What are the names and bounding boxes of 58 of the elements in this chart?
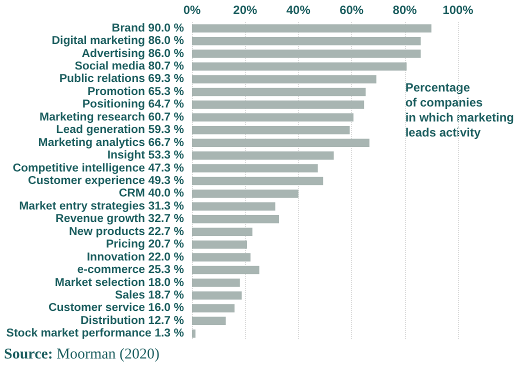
bar xyxy=(192,50,421,58)
bar xyxy=(192,126,350,134)
bar xyxy=(192,190,298,198)
y-tick-label: Competitive intelligence 47.3 % xyxy=(12,162,184,174)
y-tick-label: Positioning 64.7 % xyxy=(82,98,184,111)
bar xyxy=(192,151,334,160)
bar xyxy=(192,330,196,338)
bar xyxy=(192,228,252,236)
bar xyxy=(192,176,324,186)
bar xyxy=(192,138,370,147)
bar xyxy=(192,253,251,262)
bar xyxy=(192,202,276,211)
annotation: Percentage of companies in which marketing leads activity xyxy=(405,80,514,140)
x-tick-label: 20% xyxy=(233,3,258,17)
y-tick-label: Promotion 65.3 % xyxy=(88,86,184,98)
bar xyxy=(192,62,407,71)
bar xyxy=(192,278,240,287)
y-tick-label: Public relations 69.3 % xyxy=(59,73,184,86)
bar xyxy=(192,291,242,300)
y-tick-label: Customer service 16.0 % xyxy=(48,302,184,314)
y-tick-label: Revenue growth 32.7 % xyxy=(56,213,184,226)
y-tick-label: Stock market performance 1.3 % xyxy=(6,328,184,340)
bar xyxy=(192,24,432,32)
y-tick-label: e-commerce 25.3 % xyxy=(77,264,184,276)
bar xyxy=(192,240,248,249)
bar xyxy=(192,100,364,109)
y-tick-label: Sales 18.7 % xyxy=(114,289,184,302)
y-tick-label: Digital marketing 86.0 % xyxy=(52,35,184,48)
y-tick-label: Lead generation 59.3 % xyxy=(56,124,184,136)
bar xyxy=(192,316,226,326)
y-tick-label: New products 22.7 % xyxy=(68,226,184,238)
y-tick-label: Marketing research 60.7 % xyxy=(40,111,184,124)
x-tick-label: 60% xyxy=(340,3,364,17)
bar xyxy=(192,266,260,274)
bar xyxy=(192,304,235,312)
x-tick-label: 40% xyxy=(286,3,311,17)
y-tick-label: Customer experience 49.3 % xyxy=(28,175,184,187)
y-tick-label: Advertising 86.0 % xyxy=(82,48,184,60)
y-tick-label: Market entry strategies 31.3 % xyxy=(19,200,184,212)
x-tick-label: 80% xyxy=(392,3,418,17)
y-tick-label: Social media 80.7 % xyxy=(74,60,184,73)
y-tick-label: Distribution 12.7 % xyxy=(80,314,184,327)
bar xyxy=(192,113,354,122)
bar xyxy=(192,75,376,84)
bar xyxy=(192,36,421,46)
y-tick-label: Innovation 22.0 % xyxy=(86,251,184,264)
bar xyxy=(192,164,318,172)
y-tick-label: Brand 90.0 % xyxy=(112,22,184,34)
bar xyxy=(192,215,279,224)
y-tick-label: Marketing analytics 66.7 % xyxy=(38,136,184,149)
x-tick-label: 100% xyxy=(442,3,474,17)
y-tick-label: Market selection 18.0 % xyxy=(54,276,184,289)
y-tick-label: CRM 40.0 % xyxy=(118,188,184,200)
x-tick-label: 0% xyxy=(183,3,201,17)
y-tick-label: Insight 53.3 % xyxy=(107,150,184,162)
bar xyxy=(192,88,366,96)
y-tick-label: Pricing 20.7 % xyxy=(106,238,184,251)
source-note: Source: Moorman (2020) xyxy=(4,346,160,362)
